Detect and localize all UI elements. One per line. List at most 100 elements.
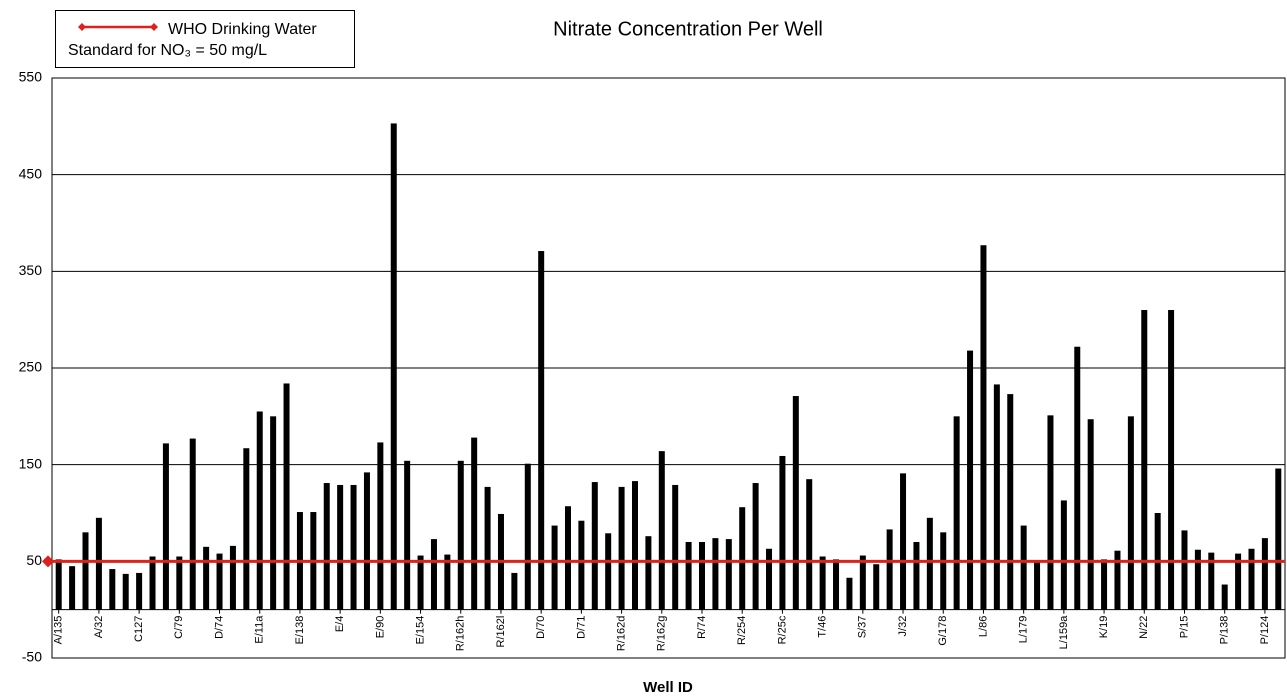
bar (819, 556, 826, 610)
x-tick-label: R/162l (495, 616, 507, 648)
bar (993, 384, 1000, 610)
bar (417, 555, 424, 610)
bar (229, 545, 236, 610)
bar (149, 556, 156, 610)
bar (136, 572, 143, 610)
legend-swatch (78, 23, 158, 31)
bar (1047, 415, 1054, 610)
x-tick-label: R/162d (615, 616, 627, 651)
y-tick-label: -50 (22, 649, 42, 665)
bar (645, 536, 652, 610)
bar (1275, 468, 1282, 610)
bar (1181, 530, 1188, 610)
legend-marker (150, 23, 158, 31)
legend-label: WHO Drinking Water Standard for NO₃ = 50… (68, 21, 317, 59)
x-tick-label: A/32 (93, 616, 105, 639)
bar (699, 542, 706, 610)
bar (658, 451, 665, 610)
bar (980, 245, 987, 610)
y-tick-label: 50 (26, 552, 42, 568)
bar (1007, 394, 1014, 610)
y-tick-label: 450 (19, 165, 43, 181)
bar (189, 438, 196, 610)
bar (1248, 548, 1255, 610)
bar (1221, 584, 1228, 610)
bar (886, 529, 893, 610)
bar (1020, 525, 1027, 610)
bar (712, 538, 719, 610)
bar (685, 542, 692, 610)
x-tick-label: R/254 (736, 616, 748, 645)
bar (1060, 500, 1067, 610)
bar (430, 539, 437, 610)
bar (243, 448, 250, 610)
x-tick-label: R/162h (455, 616, 467, 651)
x-tick-label: D/71 (575, 616, 587, 639)
x-tick-label: L/179 (1018, 616, 1030, 644)
x-tick-label: T/46 (817, 616, 829, 638)
chart-title: Nitrate Concentration Per Well (553, 18, 823, 40)
bar (1087, 419, 1094, 610)
bar (95, 517, 102, 610)
bar (739, 507, 746, 610)
x-tick-label: R/162g (656, 616, 668, 651)
bar (122, 573, 129, 610)
x-tick-label: D/74 (213, 616, 225, 639)
bar (109, 569, 116, 610)
bar (337, 484, 344, 610)
legend: WHO Drinking Water Standard for NO₃ = 50… (55, 10, 355, 68)
bar (779, 455, 786, 610)
bar (1168, 310, 1175, 610)
bar (806, 479, 813, 610)
bar (752, 483, 759, 610)
bar (766, 548, 773, 610)
x-tick-label: E/11a (254, 615, 266, 644)
x-tick-label: C127 (133, 616, 145, 642)
x-tick-label: E/4 (334, 616, 346, 633)
bar (792, 396, 799, 610)
bar (1034, 561, 1041, 610)
bar (1127, 416, 1134, 610)
x-tick-label: K/19 (1098, 616, 1110, 639)
bar (55, 559, 62, 610)
bar (176, 556, 183, 610)
bar (203, 546, 210, 610)
bar (1114, 550, 1121, 610)
bar (564, 506, 571, 610)
bar (363, 472, 370, 610)
bar (1101, 559, 1108, 610)
bar (1208, 552, 1215, 610)
bar (511, 572, 518, 610)
y-tick-label: 150 (19, 455, 43, 471)
x-tick-label: N/22 (1138, 616, 1150, 639)
bar (873, 564, 880, 610)
bar (913, 542, 920, 610)
x-tick-label: R/74 (696, 616, 708, 639)
bar (538, 251, 545, 610)
bar (444, 554, 451, 610)
x-tick-label: P/15 (1178, 616, 1190, 639)
x-tick-label: G/178 (937, 616, 949, 646)
bar (457, 460, 464, 610)
bar (323, 483, 330, 610)
x-tick-label: P/138 (1219, 616, 1231, 645)
bar (1074, 346, 1081, 610)
bar (484, 486, 491, 610)
x-tick-label: J/32 (897, 616, 909, 637)
bar (216, 553, 223, 610)
bar (605, 533, 612, 610)
bar (390, 123, 397, 610)
x-tick-label: L/86 (977, 616, 989, 637)
bar (833, 559, 840, 610)
bar (82, 532, 89, 610)
bar (1194, 549, 1201, 610)
bar (967, 350, 974, 610)
bar (859, 555, 866, 610)
x-tick-label: A/135 (53, 616, 65, 645)
x-tick-label: E/138 (294, 616, 306, 645)
bar (591, 482, 598, 610)
x-tick-label: L/159a (1058, 615, 1070, 650)
bar (1235, 553, 1242, 610)
